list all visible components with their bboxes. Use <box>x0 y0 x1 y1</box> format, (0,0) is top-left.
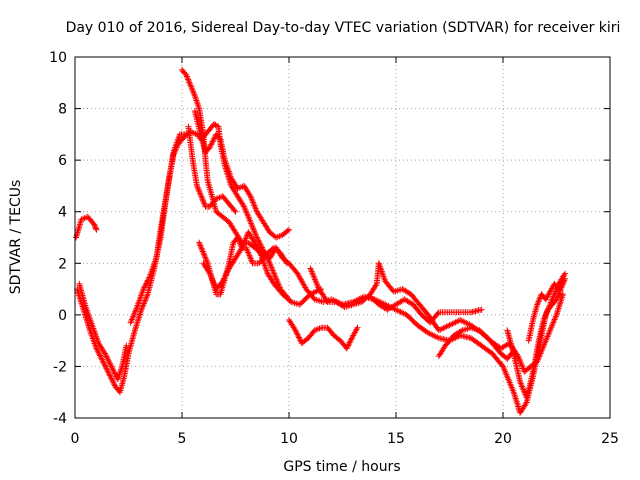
y-tick-label: 0 <box>58 308 67 324</box>
x-tick-label: 20 <box>494 431 512 447</box>
series-markers <box>191 108 292 241</box>
y-axis-label: SDTVAR / TECUs <box>8 180 24 295</box>
series-markers <box>127 131 190 326</box>
data-points <box>73 66 569 416</box>
series-track-10 <box>286 317 361 352</box>
x-axis-label: GPS time / hours <box>283 459 400 475</box>
x-tick-label: 10 <box>280 431 298 447</box>
series-track-15 <box>525 278 566 344</box>
x-tick-label: 15 <box>387 431 405 447</box>
x-tick-label: 0 <box>71 431 80 447</box>
series-track-13 <box>435 324 517 362</box>
y-tick-label: 10 <box>49 50 67 66</box>
y-tick-label: -4 <box>53 411 67 427</box>
y-tick-label: 8 <box>58 102 67 118</box>
series-markers <box>74 121 569 416</box>
series-track-9 <box>200 229 325 308</box>
series-markers <box>367 293 485 326</box>
plot-frame <box>74 56 611 419</box>
y-tick-label: 4 <box>58 205 67 221</box>
series-markers <box>525 278 566 344</box>
series-track-1 <box>73 213 100 241</box>
series-markers <box>200 229 325 308</box>
series-track-6 <box>191 108 292 241</box>
series-markers <box>435 324 517 362</box>
y-tick-label: 2 <box>58 256 67 272</box>
series-track-2 <box>74 121 569 416</box>
chart-title: Day 010 of 2016, Sidereal Day-to-day VTE… <box>66 20 621 36</box>
grid-lines <box>75 57 610 418</box>
y-tick-label: -2 <box>53 359 67 375</box>
series-markers <box>185 123 239 215</box>
series-markers <box>504 275 569 401</box>
series-track-14 <box>504 275 569 401</box>
axis-ticks: 0 5 10 15 20 25 -4 -2 0 2 4 6 8 10 <box>49 50 619 447</box>
series-track-4 <box>127 131 190 326</box>
x-tick-label: 5 <box>178 431 187 447</box>
y-tick-label: 6 <box>58 153 67 169</box>
series-track-12 <box>367 293 485 326</box>
series-track-7 <box>185 123 239 215</box>
series-track-3 <box>76 280 130 383</box>
series-markers <box>73 213 100 241</box>
series-markers <box>76 280 130 383</box>
x-tick-label: 25 <box>601 431 619 447</box>
series-markers <box>286 317 361 352</box>
